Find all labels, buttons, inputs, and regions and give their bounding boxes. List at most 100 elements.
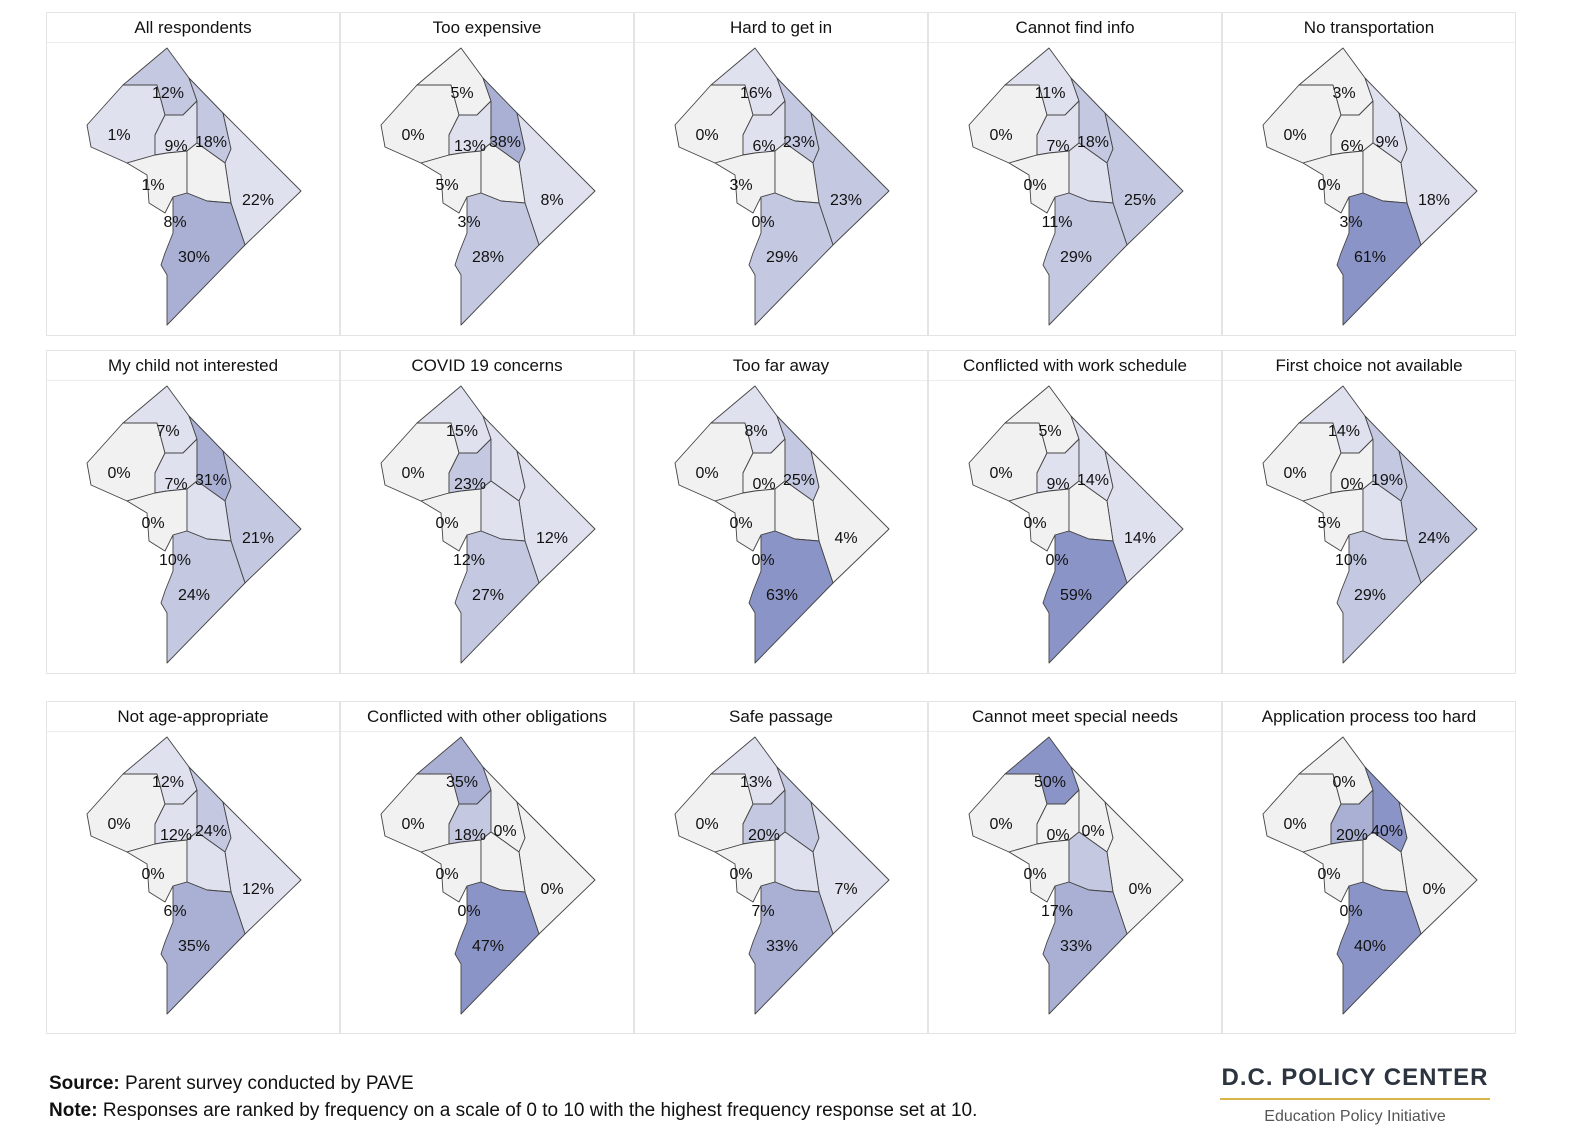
ward-value-label: 18%	[195, 134, 227, 151]
ward-value-label: 19%	[1371, 472, 1403, 489]
ward-value-label: 11%	[1042, 214, 1073, 231]
ward-value-label: 0%	[752, 476, 775, 493]
panel-title: No transportation	[1223, 13, 1515, 43]
ward-value-label: 0%	[695, 816, 718, 833]
ward-region	[1042, 192, 1128, 326]
panel-title: My child not interested	[47, 351, 339, 381]
ward-region	[748, 881, 834, 1015]
ward-value-label: 40%	[1354, 938, 1386, 955]
ward-value-label: 12%	[536, 530, 568, 547]
ward-value-label: 25%	[1124, 192, 1156, 209]
ward-value-label: 9%	[1375, 134, 1398, 151]
map-panel: Application process too hard 0% 0% 20% 40% 0%…	[1222, 701, 1516, 1034]
ward-value-label: 0%	[493, 823, 516, 840]
ward-value-label: 17%	[1041, 903, 1073, 920]
ward-region	[380, 84, 460, 164]
ward-value-label: 4%	[834, 530, 857, 547]
ward-value-label: 0%	[401, 465, 424, 482]
ward-value-label: 8%	[163, 214, 186, 231]
ward-value-label: 14%	[1077, 472, 1109, 489]
ward-map: 0%0%20% 40%0%0%0%40%	[1262, 736, 1478, 1015]
ward-value-label: 0%	[1422, 881, 1445, 898]
ward-value-label: 0%	[1339, 903, 1362, 920]
ward-value-label: 63%	[766, 587, 798, 604]
ward-map: 0% 16% 6% 23% 3% 23% 0% 29%	[674, 47, 890, 326]
ward-value-label: 0%	[141, 866, 164, 883]
ward-value-label: 35%	[178, 938, 210, 955]
ward-value-label: 61%	[1354, 249, 1386, 266]
ward-value-label: 0%	[695, 465, 718, 482]
ward-value-label: 0%	[141, 515, 164, 532]
ward-map: 0% 15% 23% 0% 12% 12% 27%	[380, 385, 596, 664]
ward-value-label: 6%	[1340, 138, 1363, 155]
ward-value-label: 12%	[453, 552, 485, 569]
map-panel: Too expensive 0% 5% 13% 38% 5% 8% 3% 28%	[340, 12, 634, 336]
ward-value-label: 38%	[489, 134, 521, 151]
ward-value-label: 14%	[1124, 530, 1156, 547]
source-line: Source: Parent survey conducted by PAVE	[49, 1070, 977, 1097]
ward-value-label: 29%	[766, 249, 798, 266]
ward-value-label: 0%	[457, 903, 480, 920]
note-line: Note: Responses are ranked by frequency …	[49, 1097, 977, 1124]
map-panel: COVID 19 concerns 0% 15% 23% 0% 12% 12% 27%	[340, 350, 634, 674]
ward-region	[1042, 530, 1128, 664]
ward-value-label: 35%	[446, 774, 478, 791]
panel-title: Conflicted with work schedule	[929, 351, 1221, 381]
logo-subtitle: Education Policy Initiative	[1264, 1108, 1446, 1125]
panel-title: Application process too hard	[1223, 702, 1515, 732]
ward-value-label: 10%	[159, 552, 191, 569]
ward-value-label: 25%	[783, 472, 815, 489]
ward-value-label: 13%	[454, 138, 486, 155]
ward-value-label: 31%	[195, 472, 227, 489]
ward-value-label: 0%	[107, 465, 130, 482]
ward-value-label: 0%	[1283, 127, 1306, 144]
map-panel: Cannot find info 0% 11% 7% 18% 0% 25% 11% 29%	[928, 12, 1222, 336]
ward-map: 0% 7% 7% 31% 0% 21% 10% 24%	[86, 385, 302, 664]
ward-value-label: 14%	[1328, 423, 1360, 440]
ward-map: 0% 14% 0% 19% 5% 24% 10% 29%	[1262, 385, 1478, 664]
ward-value-label: 20%	[1336, 827, 1368, 844]
map-panel: My child not interested 0% 7% 7% 31% 0% 21% 10%…	[46, 350, 340, 674]
ward-region	[160, 530, 246, 664]
ward-value-label: 3%	[1339, 214, 1362, 231]
ward-value-label: 0%	[1045, 552, 1068, 569]
ward-value-label: 27%	[472, 587, 504, 604]
ward-region	[86, 422, 166, 502]
ward-value-label: 5%	[1038, 423, 1061, 440]
ward-value-label: 5%	[1317, 515, 1340, 532]
ward-region	[454, 881, 540, 1015]
ward-value-label: 3%	[1332, 85, 1355, 102]
map-grid: All respondents 1% 12% 9% 18% 1% 22% 8% 30% Too e…	[46, 12, 1516, 1034]
ward-value-label: 1%	[141, 177, 164, 194]
ward-value-label: 1%	[107, 127, 130, 144]
ward-value-label: 0%	[435, 515, 458, 532]
map-panel: Conflicted with work schedule 0% 5% 9% 14% 0%…	[928, 350, 1222, 674]
ward-value-label: 7%	[834, 881, 857, 898]
ward-value-label: 28%	[472, 249, 504, 266]
ward-value-label: 0%	[729, 515, 752, 532]
ward-value-label: 20%	[748, 827, 780, 844]
map-panel: Cannot meet special needs 0% 50% 0% 0% 0% 0% 17…	[928, 701, 1222, 1034]
ward-value-label: 7%	[164, 476, 187, 493]
panel-title: All respondents	[47, 13, 339, 43]
ward-map: 0% 11% 7% 18% 0% 25% 11% 29%	[968, 47, 1184, 326]
ward-value-label: 33%	[766, 938, 798, 955]
ward-value-label: 3%	[729, 177, 752, 194]
ward-region	[160, 881, 246, 1015]
ward-value-label: 11%	[1035, 85, 1066, 102]
ward-value-label: 0%	[1332, 774, 1355, 791]
source-label: Source:	[49, 1073, 120, 1094]
ward-region	[160, 192, 246, 326]
ward-value-label: 21%	[242, 530, 274, 547]
ward-value-label: 0%	[1046, 827, 1069, 844]
ward-value-label: 3%	[457, 214, 480, 231]
ward-value-label: 15%	[446, 423, 478, 440]
ward-value-label: 5%	[435, 177, 458, 194]
ward-value-label: 18%	[1077, 134, 1109, 151]
logo-title: D.C. POLICY CENTER	[1221, 1064, 1489, 1091]
panel-title: Hard to get in	[635, 13, 927, 43]
ward-region	[1042, 881, 1128, 1015]
panel-title: Safe passage	[635, 702, 927, 732]
ward-map: 0% 5% 13% 38% 5% 8% 3% 28%	[380, 47, 596, 326]
ward-region	[1336, 192, 1422, 326]
